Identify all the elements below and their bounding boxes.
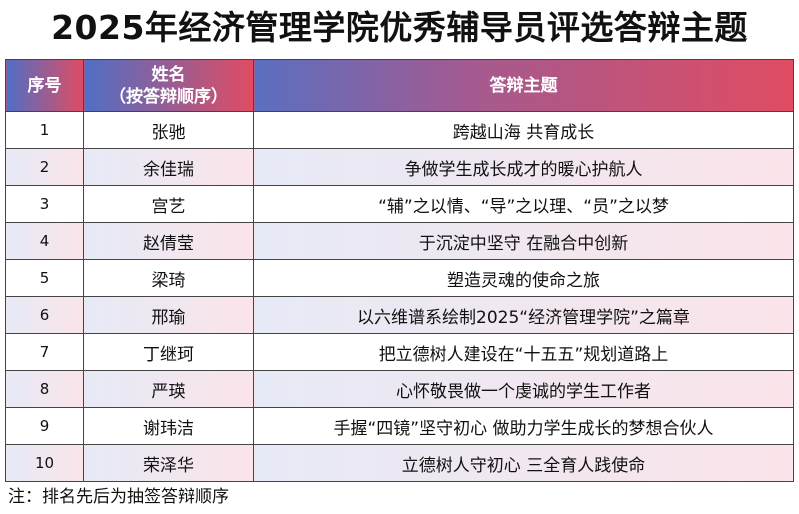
- table-row: 8 严瑛 心怀敬畏做一个虔诚的学生工作者: [5, 370, 794, 408]
- table-row: 9 谢玮洁 手握“四镜”坚守初心 做助力学生成长的梦想合伙人: [5, 407, 794, 445]
- row-index: 1: [5, 111, 84, 149]
- table-row: 6 邢瑜 以六维谱系绘制2025“经济管理学院”之篇章: [5, 296, 794, 334]
- row-index: 6: [5, 296, 84, 334]
- row-name: 梁琦: [83, 259, 254, 297]
- header-index: 序号: [5, 59, 84, 112]
- row-topic: 跨越山海 共育成长: [253, 111, 794, 149]
- page-title: 2025年经济管理学院优秀辅导员评选答辩主题: [51, 8, 748, 47]
- row-name: 张驰: [83, 111, 254, 149]
- row-name: 谢玮洁: [83, 407, 254, 445]
- table-row: 4 赵倩莹 于沉淀中坚守 在融合中创新: [5, 222, 794, 260]
- row-name: 余佳瑞: [83, 148, 254, 186]
- row-index: 3: [5, 185, 84, 223]
- table-row: 2 余佳瑞 争做学生成长成才的暖心护航人: [5, 148, 794, 186]
- row-name: 宫艺: [83, 185, 254, 223]
- table-row: 5 梁琦 塑造灵魂的使命之旅: [5, 259, 794, 297]
- row-index: 5: [5, 259, 84, 297]
- table-row: 1 张驰 跨越山海 共育成长: [5, 111, 794, 149]
- footnote: 注：排名先后为抽签答辩顺序: [8, 487, 229, 507]
- row-topic: 心怀敬畏做一个虔诚的学生工作者: [253, 370, 794, 408]
- table-row: 7 丁继珂 把立德树人建设在“十五五”规划道路上: [5, 333, 794, 371]
- header-name: 姓名 （按答辩顺序）: [83, 59, 254, 112]
- row-index: 10: [5, 444, 84, 482]
- row-name: 邢瑜: [83, 296, 254, 334]
- row-name: 丁继珂: [83, 333, 254, 371]
- row-topic: 手握“四镜”坚守初心 做助力学生成长的梦想合伙人: [253, 407, 794, 445]
- row-topic: “辅”之以情、“导”之以理、“员”之以梦: [253, 185, 794, 223]
- row-name: 赵倩莹: [83, 222, 254, 260]
- header-name-line2: （按答辩顺序）: [109, 86, 228, 107]
- topics-table: 序号 姓名 （按答辩顺序） 答辩主题 1 张驰 跨越山海 共育成长 2 余佳瑞 争做学生成…: [5, 59, 794, 482]
- table-header-row: 序号 姓名 （按答辩顺序） 答辩主题: [5, 59, 794, 112]
- row-topic: 以六维谱系绘制2025“经济管理学院”之篇章: [253, 296, 794, 334]
- row-index: 2: [5, 148, 84, 186]
- row-topic: 争做学生成长成才的暖心护航人: [253, 148, 794, 186]
- row-index: 9: [5, 407, 84, 445]
- row-index: 7: [5, 333, 84, 371]
- table-row: 3 宫艺 “辅”之以情、“导”之以理、“员”之以梦: [5, 185, 794, 223]
- row-topic: 于沉淀中坚守 在融合中创新: [253, 222, 794, 260]
- row-name: 严瑛: [83, 370, 254, 408]
- header-name-line1: 姓名: [151, 64, 186, 85]
- row-index: 8: [5, 370, 84, 408]
- row-name: 荣泽华: [83, 444, 254, 482]
- row-topic: 立德树人守初心 三全育人践使命: [253, 444, 794, 482]
- row-topic: 塑造灵魂的使命之旅: [253, 259, 794, 297]
- header-topic: 答辩主题: [253, 59, 794, 112]
- row-index: 4: [5, 222, 84, 260]
- row-topic: 把立德树人建设在“十五五”规划道路上: [253, 333, 794, 371]
- table-row: 10 荣泽华 立德树人守初心 三全育人践使命: [5, 444, 794, 482]
